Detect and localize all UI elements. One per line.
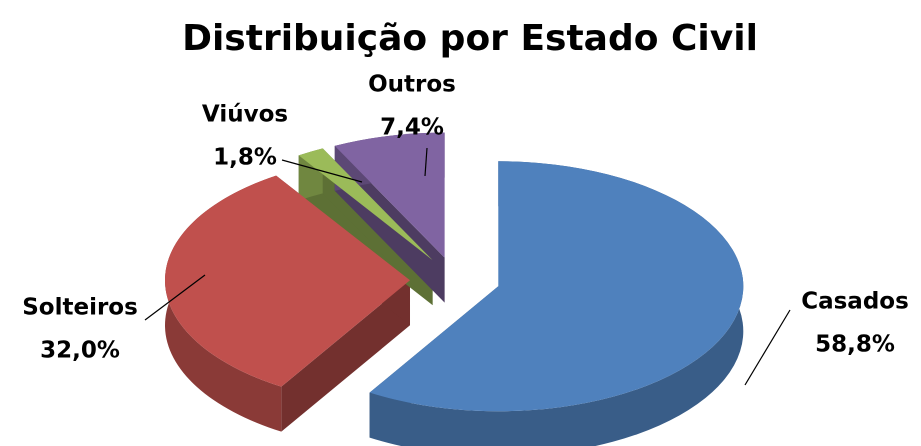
slice-tops bbox=[165, 132, 744, 412]
slice bbox=[334, 132, 445, 258]
leader-line bbox=[281, 159, 363, 183]
leader-line bbox=[144, 274, 206, 321]
slice-value-label: 32,0% bbox=[40, 338, 120, 364]
slice bbox=[298, 148, 433, 261]
leader-line bbox=[424, 147, 428, 177]
slice-label: Solteiros bbox=[22, 295, 138, 321]
slice-value-label: 7,4% bbox=[380, 115, 444, 141]
slice bbox=[369, 161, 744, 412]
slice bbox=[165, 175, 411, 387]
slice-label: Viúvos bbox=[202, 102, 288, 128]
slice-wall bbox=[281, 280, 411, 432]
chart-title: Distribuição por Estado Civil bbox=[182, 18, 758, 59]
slice-label: Casados bbox=[801, 289, 909, 315]
slice-label: Outros bbox=[368, 72, 456, 98]
slice-value-label: 58,8% bbox=[815, 332, 895, 358]
leader-line bbox=[744, 309, 791, 386]
slice-value-label: 1,8% bbox=[213, 145, 277, 171]
